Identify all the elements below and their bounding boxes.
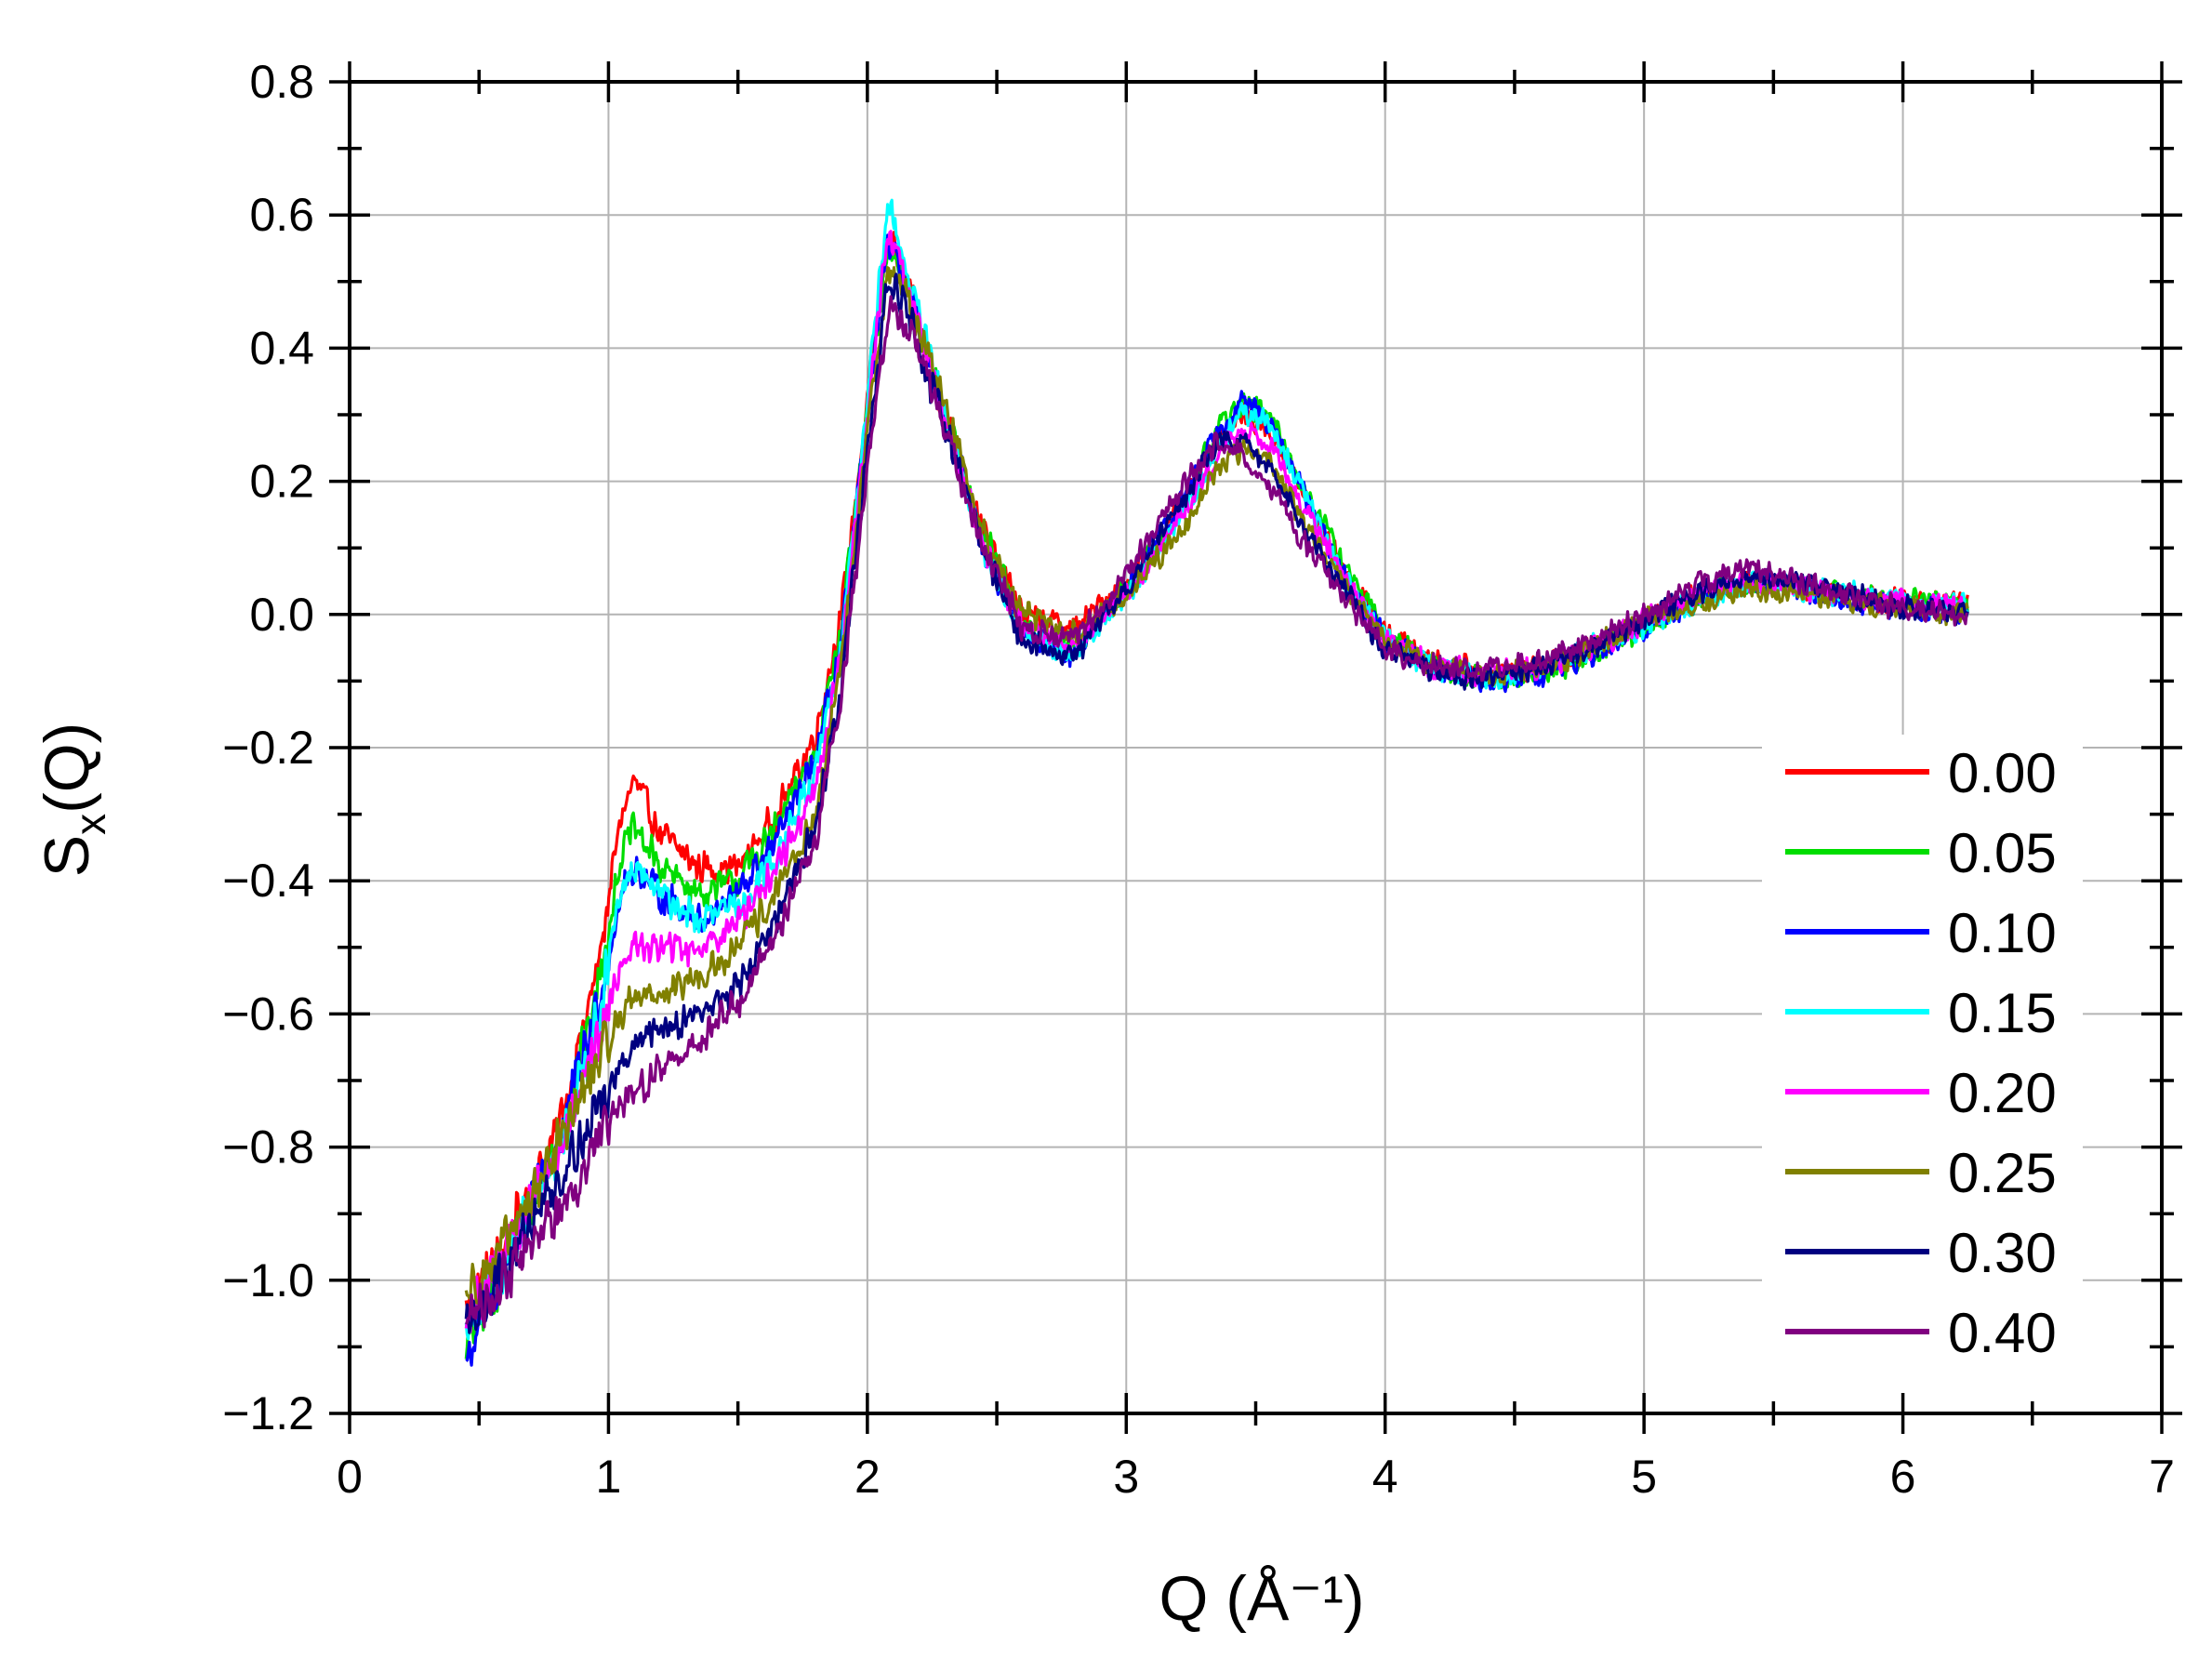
y-tick-label: −1.2: [222, 1387, 314, 1439]
ticks-layer: 0 1 2 3 4 5 6 7 −1.2 −1.0 −0.8 −0.6 −0.4 −0.2 0.0 0.2 0.…: [222, 56, 2182, 1503]
legend-label: 0.40: [1948, 1302, 2057, 1364]
series-line-0.00: [464, 231, 1969, 1315]
series-line-0.25: [464, 266, 1969, 1306]
x-tick-label: 2: [854, 1451, 881, 1503]
x-tick-label: 7: [2149, 1451, 2175, 1503]
x-tick-label: 3: [1113, 1451, 1139, 1503]
x-tick-label: 0: [337, 1451, 363, 1503]
y-tick-label: −0.4: [222, 855, 314, 907]
y-tick-label: 0.8: [249, 56, 314, 108]
legend: 0.00 0.05 0.10 0.15 0.20 0.25 0.30 0.40: [1762, 735, 2083, 1393]
series-layer: [464, 198, 1969, 1367]
x-tick-label: 4: [1372, 1451, 1398, 1503]
legend-label: 0.30: [1948, 1222, 2057, 1284]
legend-label: 0.00: [1948, 742, 2057, 804]
legend-label: 0.25: [1948, 1142, 2057, 1204]
series-line-0.20: [464, 230, 1969, 1334]
y-axis-title-main: S: [32, 835, 102, 877]
legend-label: 0.20: [1948, 1062, 2057, 1124]
y-tick-label: 0.6: [249, 189, 314, 241]
y-tick-label: 0.4: [249, 322, 314, 374]
x-tick-label: 5: [1631, 1451, 1657, 1503]
y-tick-label: −0.2: [222, 722, 314, 774]
y-tick-label: 0.0: [249, 589, 314, 641]
x-tick-label: 6: [1890, 1451, 1916, 1503]
y-tick-label: 0.2: [249, 456, 314, 508]
x-axis-title: Q (Å⁻¹): [1159, 1563, 1365, 1634]
y-tick-label: −0.8: [222, 1121, 314, 1174]
y-tick-label: −0.6: [222, 988, 314, 1040]
x-tick-label: 1: [596, 1451, 622, 1503]
legend-box: [1762, 735, 2083, 1393]
y-axis-title-subscript: x: [66, 814, 114, 835]
y-tick-label: −1.0: [222, 1254, 314, 1306]
legend-label: 0.15: [1948, 982, 2057, 1044]
y-axis-title: Sx(Q): [32, 723, 114, 878]
y-axis-title-suffix: (Q): [32, 723, 102, 814]
legend-label: 0.05: [1948, 822, 2057, 884]
series-line-0.40: [464, 295, 1968, 1329]
series-line-0.15: [464, 198, 1969, 1341]
legend-label: 0.10: [1948, 902, 2057, 964]
series-line-0.05: [464, 239, 1969, 1359]
series-line-0.10: [465, 233, 1969, 1367]
